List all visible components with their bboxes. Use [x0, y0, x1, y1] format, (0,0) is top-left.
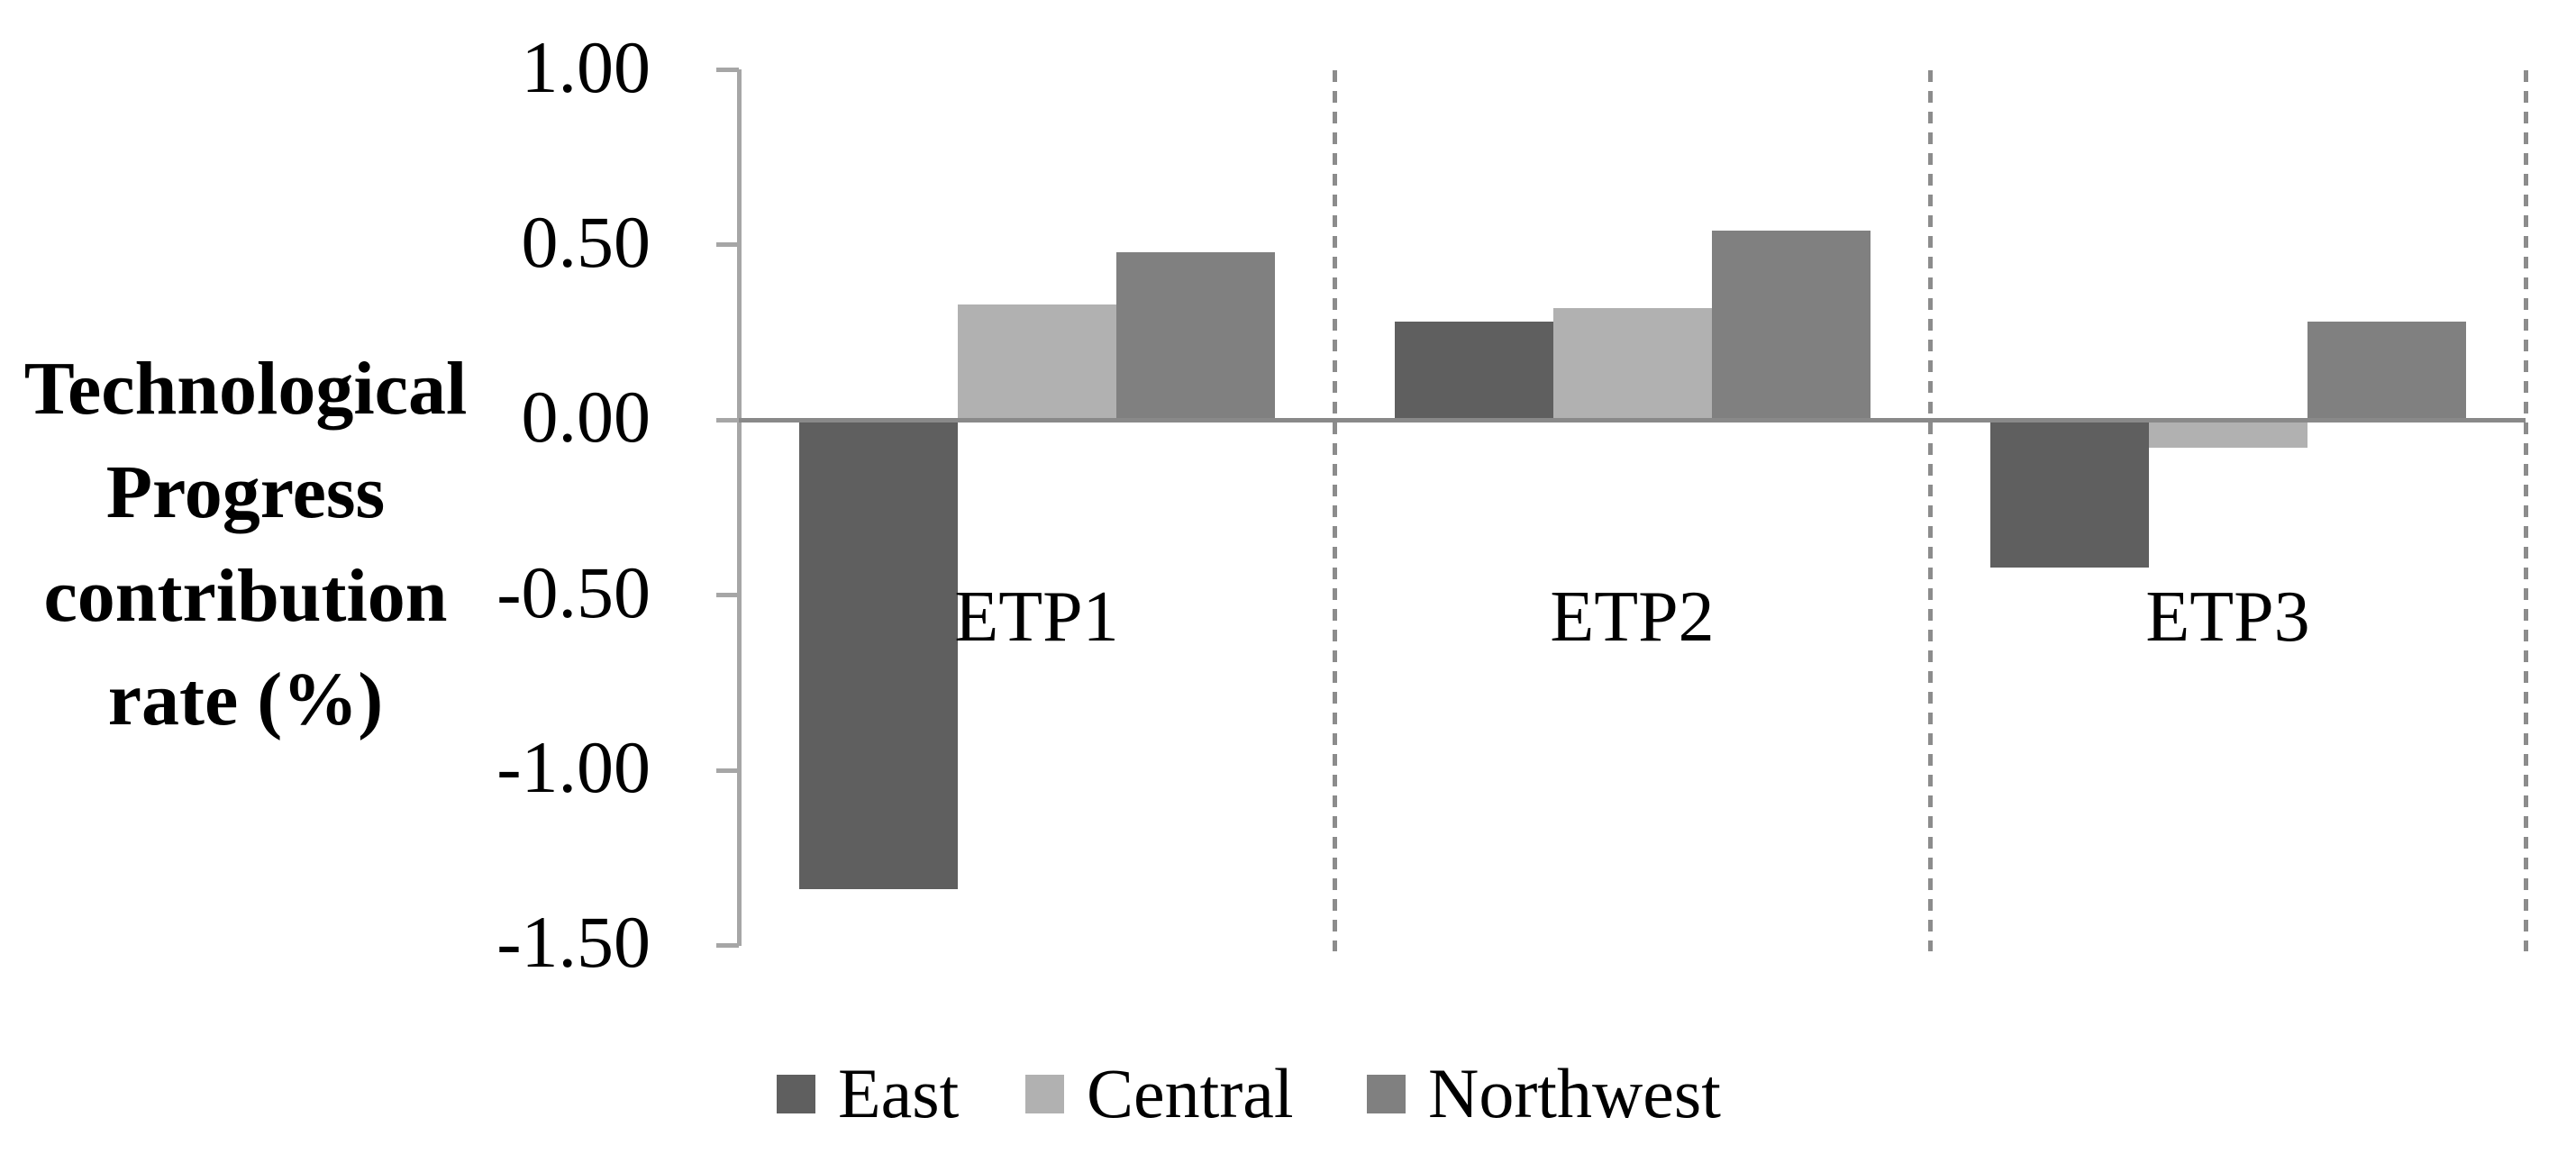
legend-swatch-northwest	[1367, 1074, 1406, 1113]
y-tick-label: -1.00	[496, 726, 651, 808]
group-divider-line	[2523, 70, 2528, 951]
y-tick-label: -0.50	[496, 550, 651, 633]
y-tick-mark	[716, 68, 739, 73]
category-label-etp1: ETP1	[954, 577, 1119, 657]
bar-east-etp2	[1394, 322, 1553, 421]
y-tick-mark	[716, 242, 739, 248]
x-axis-baseline	[739, 418, 2526, 423]
y-tick-mark	[716, 768, 739, 773]
legend-item-northwest: Northwest	[1367, 1059, 1721, 1129]
y-tick-mark	[716, 593, 739, 598]
group-divider-line	[1332, 70, 1337, 951]
category-label-etp3: ETP3	[2145, 577, 2310, 657]
legend-swatch-central	[1025, 1074, 1064, 1113]
y-tick-mark	[716, 417, 739, 423]
legend-label-northwest: Northwest	[1428, 1054, 1721, 1132]
y-tick-mark	[716, 942, 739, 948]
bar-central-etp1	[957, 304, 1116, 421]
group-divider-line	[1927, 70, 1933, 951]
legend-item-east: East	[777, 1059, 959, 1129]
bar-central-etp2	[1552, 307, 1712, 421]
bar-northwest-etp3	[2307, 322, 2466, 421]
legend-label-central: Central	[1087, 1054, 1294, 1132]
legend-swatch-east	[777, 1074, 815, 1113]
legend-item-central: Central	[1025, 1059, 1294, 1129]
bar-northwest-etp2	[1711, 231, 1871, 421]
y-axis-line	[737, 69, 742, 946]
y-tick-label: 1.00	[521, 25, 651, 108]
bar-east-etp3	[1989, 420, 2149, 568]
category-label-etp2: ETP2	[1550, 577, 1715, 657]
legend-label-east: East	[838, 1054, 960, 1132]
bar-east-etp1	[798, 420, 958, 890]
y-tick-label: 0.50	[521, 200, 651, 283]
y-tick-label: 0.00	[521, 376, 651, 459]
bar-central-etp3	[2148, 420, 2307, 449]
y-axis-title: Technological Progress contribution rate…	[23, 347, 468, 741]
bar-northwest-etp1	[1115, 251, 1275, 421]
y-tick-label: -1.50	[496, 901, 651, 984]
